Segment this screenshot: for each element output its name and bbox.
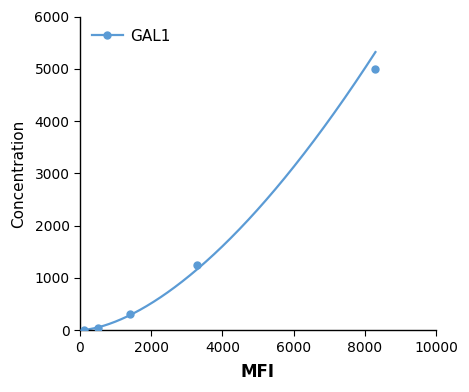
- Y-axis label: Concentration: Concentration: [11, 119, 26, 227]
- Legend: GAL1: GAL1: [88, 24, 175, 49]
- X-axis label: MFI: MFI: [241, 363, 275, 381]
